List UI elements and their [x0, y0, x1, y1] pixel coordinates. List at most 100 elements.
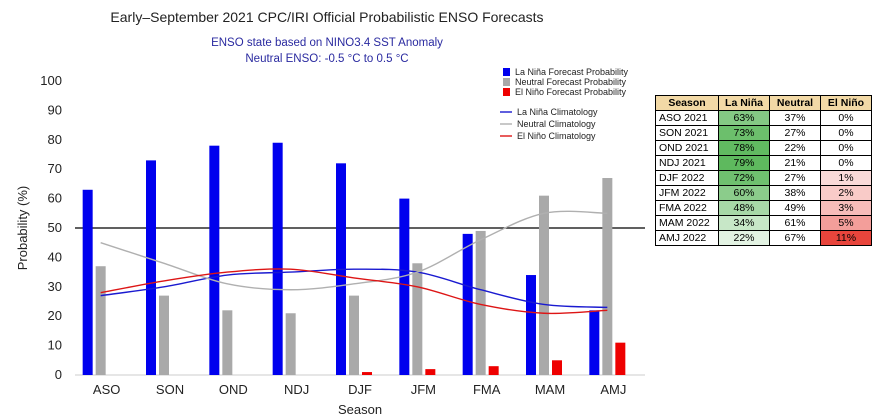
season-cell: ASO 2021	[655, 110, 719, 126]
x-tick-label: SON	[156, 382, 184, 397]
el-nino-cell: 11%	[820, 230, 872, 246]
neutral-cell: 27%	[769, 125, 821, 141]
neutral-bar	[159, 295, 169, 375]
probability-table: Season La Niña Neutral El Niño ASO 2021 6…	[655, 95, 872, 246]
neutral-cell: 49%	[769, 200, 821, 216]
la-nina-cell: 34%	[718, 215, 770, 231]
x-axis-ticks: ASO SON OND NDJ DJF JFM FMA MAM AMJ	[93, 382, 626, 397]
season-cell: AMJ 2022	[655, 230, 719, 246]
neutral-cell: 22%	[769, 140, 821, 156]
y-tick-label: 0	[55, 367, 62, 382]
la-nina-bar	[82, 189, 93, 375]
la-nina-cell: 48%	[718, 200, 770, 216]
la-nina-legend-swatch	[503, 68, 510, 76]
la-nina-bar	[462, 233, 473, 375]
la-nina-cell: 22%	[718, 230, 770, 246]
la-nina-climatology-legend-label: La Niña Climatology	[517, 107, 598, 117]
season-cell: JFM 2022	[655, 185, 719, 201]
la-nina-cell: 78%	[718, 140, 770, 156]
el-nino-cell: 3%	[820, 200, 872, 216]
la-nina-legend-label: La Niña Forecast Probability	[515, 67, 629, 77]
table-row: SON 2021 73% 27% 0%	[655, 125, 872, 141]
y-tick-label: 10	[48, 338, 62, 353]
el-nino-cell: 0%	[820, 110, 872, 126]
el-nino-climatology-line	[100, 268, 608, 315]
la-nina-cell: 60%	[718, 185, 770, 201]
season-cell: OND 2021	[655, 140, 719, 156]
season-cell: SON 2021	[655, 125, 719, 141]
table-row: DJF 2022 72% 27% 1%	[655, 170, 872, 186]
el-nino-bar	[362, 372, 372, 375]
chart-subtitle-2: Neutral ENSO: -0.5 °C to 0.5 °C	[245, 53, 408, 65]
el-nino-climatology-legend-label: El Niño Climatology	[517, 131, 596, 141]
x-tick-label: NDJ	[284, 382, 309, 397]
header-la-nina: La Niña	[718, 95, 770, 111]
season-cell: NDJ 2021	[655, 155, 719, 171]
x-tick-label: MAM	[535, 382, 565, 397]
table-row: AMJ 2022 22% 67% 11%	[655, 230, 872, 246]
el-nino-bar	[425, 369, 436, 375]
neutral-legend-swatch	[503, 78, 510, 86]
la-nina-cell: 79%	[718, 155, 770, 171]
forecast-bars	[82, 142, 626, 375]
climatology-lines	[100, 210, 608, 315]
neutral-climatology-legend-label: Neutral Climatology	[517, 119, 596, 129]
la-nina-bar	[526, 275, 536, 375]
season-cell: DJF 2022	[655, 170, 719, 186]
la-nina-bar	[209, 145, 220, 375]
el-nino-cell: 0%	[820, 125, 872, 141]
neutral-bar	[539, 195, 549, 375]
header-neutral: Neutral	[769, 95, 821, 111]
el-nino-cell: 0%	[820, 140, 872, 156]
neutral-cell: 67%	[769, 230, 821, 246]
x-tick-label: JFM	[411, 382, 436, 397]
y-tick-label: 100	[40, 73, 62, 88]
y-tick-label: 90	[48, 102, 62, 117]
neutral-cell: 37%	[769, 110, 821, 126]
chart-title: Early–September 2021 CPC/IRI Official Pr…	[110, 9, 543, 25]
el-nino-cell: 5%	[820, 215, 872, 231]
el-nino-bar	[552, 360, 562, 375]
season-cell: FMA 2022	[655, 200, 719, 216]
x-tick-label: FMA	[473, 382, 501, 397]
neutral-climatology-line	[100, 210, 608, 291]
y-tick-label: 20	[48, 308, 62, 323]
header-el-nino: El Niño	[820, 95, 872, 111]
table-header-row: Season La Niña Neutral El Niño	[655, 95, 872, 111]
x-tick-label: AMJ	[600, 382, 626, 397]
x-tick-label: DJF	[348, 382, 372, 397]
el-nino-bar	[615, 342, 626, 375]
neutral-bar	[349, 295, 359, 375]
y-tick-label: 60	[48, 191, 62, 206]
y-tick-label: 50	[48, 220, 62, 235]
y-tick-label: 30	[48, 279, 62, 294]
table-row: ASO 2021 63% 37% 0%	[655, 110, 872, 126]
x-axis-label: Season	[338, 402, 382, 417]
neutral-bar	[412, 263, 423, 375]
table-row: MAM 2022 34% 61% 5%	[655, 215, 872, 231]
table-row: JFM 2022 60% 38% 2%	[655, 185, 872, 201]
neutral-bar	[222, 310, 233, 375]
y-axis-label: Probability (%)	[15, 186, 30, 271]
neutral-bar	[475, 230, 486, 375]
table-row: FMA 2022 48% 49% 3%	[655, 200, 872, 216]
header-season: Season	[655, 95, 719, 111]
la-nina-cell: 72%	[718, 170, 770, 186]
season-cell: MAM 2022	[655, 215, 719, 231]
y-axis-ticks: 0 10 20 30 40 50 60 70 80 90 100	[40, 73, 62, 382]
la-nina-bar	[272, 142, 283, 375]
neutral-legend-label: Neutral Forecast Probability	[515, 77, 627, 87]
el-nino-cell: 0%	[820, 155, 872, 171]
neutral-bar	[602, 178, 613, 375]
y-tick-label: 40	[48, 249, 62, 264]
neutral-bar	[95, 266, 106, 375]
la-nina-cell: 73%	[718, 125, 770, 141]
y-tick-label: 80	[48, 132, 62, 147]
la-nina-bar	[589, 310, 600, 375]
la-nina-bar	[399, 198, 410, 375]
la-nina-cell: 63%	[718, 110, 770, 126]
la-nina-climatology-line	[100, 268, 608, 309]
neutral-cell: 21%	[769, 155, 821, 171]
